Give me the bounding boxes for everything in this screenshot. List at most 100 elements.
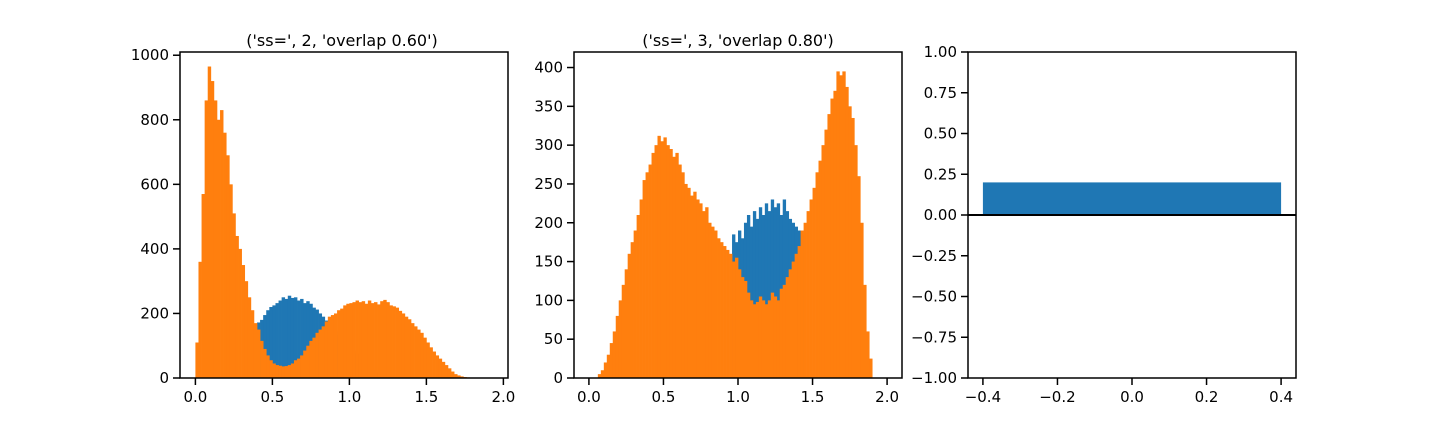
histogram-panel-ss3-orange-bin-1.46 <box>806 211 810 378</box>
histogram-panel-ss3-orange-bin-1.22 <box>770 292 775 378</box>
histogram-panel-ss3-blue-bin-1.20 <box>767 211 772 378</box>
histogram-panel-ss3-bars <box>597 71 873 379</box>
histogram-panel-ss2-orange-bin-0.72 <box>306 345 310 378</box>
histogram-panel-ss2-ticks: 0.0 0.5 1.0 1.5 2.0 0 200 400 600 800 1000 <box>131 46 515 406</box>
histogram-panel-ss3-orange-bin-0.18 <box>615 315 620 378</box>
histogram-panel-ss3-orange-bin-1.60 <box>827 114 831 378</box>
histogram-panel-ss3-ytick-label-2: 100 <box>534 291 563 309</box>
histogram-panel-ss2-orange-bin-0.76 <box>312 337 316 378</box>
histogram-panel-ss2-orange-bin-0.52 <box>275 365 279 378</box>
histogram-panel-ss3-orange-bin-0.98 <box>735 257 739 378</box>
histogram-panel-ss3-orange-bin-0.68 <box>690 195 694 378</box>
histogram-panel-ss3: ('ss=', 3, 'overlap 0.80') 0.0 0.5 1.0 1.5 2… <box>534 31 903 406</box>
histogram-panel-ss2-orange-bin-0.32 <box>244 281 249 378</box>
histogram-panel-ss2-blue-bin-0.56 <box>281 297 286 378</box>
bar-panel-ytick-label-2: −0.50 <box>911 288 957 306</box>
histogram-panel-ss2-orange-bin-0.62 <box>290 363 295 378</box>
histogram-panel-ss2-orange-bin-0.28 <box>238 248 242 378</box>
histogram-panel-ss2-orange-bin-1.20 <box>380 301 384 378</box>
histogram-panel-ss3-orange-bin-1.14 <box>758 296 763 378</box>
histogram-panel-ss3-orange-bin-1.42 <box>800 230 804 378</box>
histogram-panel-ss2-ytick-label-0: 0 <box>159 369 169 387</box>
histogram-panel-ss2-xtick-label-3: 1.5 <box>414 388 438 406</box>
histogram-panel-ss2-orange-bin-0.74 <box>309 340 313 378</box>
histogram-panel-ss3-orange-bin-1.58 <box>824 129 828 378</box>
histogram-panel-ss2-orange-bin-1.32 <box>398 310 403 378</box>
bar-panel-ytick-label-5: 0.25 <box>924 165 957 183</box>
bar-panel-xtick-label-1: −0.2 <box>1039 388 1075 406</box>
bar-panel-ytick-label-6: 0.50 <box>924 125 957 143</box>
histogram-panel-ss3-orange-bin-0.20 <box>618 300 623 378</box>
histogram-panel-ss2-blue-bin-0.44 <box>263 315 267 378</box>
histogram-panel-ss3-orange-bin-1.18 <box>764 304 769 378</box>
histogram-panel-ss2-orange-bin-0.02 <box>198 261 202 378</box>
histogram-panel-ss3-orange-bin-1.00 <box>738 269 742 378</box>
histogram-panel-ss3-orange-bin-1.52 <box>815 172 819 378</box>
histogram-panel-ss3-orange-bin-0.22 <box>621 284 626 378</box>
histogram-panel-ss2-orange-bin-1.18 <box>377 304 381 378</box>
histogram-panel-ss3-orange-bin-0.58 <box>675 152 679 378</box>
histogram-panel-ss2-orange-bin-1.08 <box>361 301 366 378</box>
histogram-panel-ss3-orange-bin-0.48 <box>660 141 664 378</box>
histogram-panel-ss3-xtick-label-1: 0.5 <box>652 388 676 406</box>
histogram-panel-ss2-orange-bin-0.82 <box>321 326 326 378</box>
bar-panel-ytick-label-1: −0.75 <box>911 328 957 346</box>
histogram-panel-ss3-blue-bin-1.26 <box>776 203 781 378</box>
histogram-panel-ss2-orange-bin-0.68 <box>300 355 304 378</box>
histogram-panel-ss3-orange-bin-1.24 <box>773 296 778 378</box>
histogram-panel-ss3-orange-bin-1.56 <box>821 145 825 378</box>
histogram-panel-ss2-orange-bin-0.48 <box>269 360 273 378</box>
histogram-panel-ss3-orange-bin-0.44 <box>654 145 658 378</box>
histogram-panel-ss3-orange-bin-0.24 <box>624 269 629 378</box>
histogram-panel-ss2-ytick-label-2: 400 <box>140 240 169 258</box>
histogram-panel-ss3-orange-bin-1.12 <box>755 301 760 378</box>
histogram-panel-ss3-orange-bin-0.16 <box>612 331 617 378</box>
histogram-panel-ss3-ytick-label-4: 200 <box>534 214 563 232</box>
histogram-panel-ss3-xtick-label-4: 2.0 <box>875 388 899 406</box>
histogram-panel-ss3-orange-bin-0.34 <box>639 199 643 378</box>
histogram-panel-ss3-orange-bin-0.94 <box>729 253 733 378</box>
histogram-panel-ss2-orange-bin-0.38 <box>253 323 258 378</box>
histogram-panel-ss2-orange-bin-0.54 <box>278 365 282 378</box>
histogram-panel-ss2-orange-bin-1.14 <box>370 303 375 378</box>
histogram-panel-ss3-orange-bin-1.88 <box>869 358 873 378</box>
histogram-panel-ss3-orange-bin-0.54 <box>669 149 673 378</box>
histogram-panel-ss3-orange-bin-1.78 <box>854 145 858 378</box>
histogram-panel-ss2-ytick-label-1: 200 <box>140 304 169 322</box>
histogram-panel-ss2-blue-bin-0.64 <box>293 297 298 378</box>
histogram-panel-ss2-orange-bin-0.18 <box>223 132 227 378</box>
histogram-panel-ss3-orange-bin-0.52 <box>666 145 670 378</box>
histogram-panel-ss3-orange-bin-0.42 <box>651 152 655 378</box>
histogram-panel-ss3-orange-bin-0.90 <box>723 246 727 378</box>
histogram-panel-ss2-orange-bin-0.16 <box>220 110 224 378</box>
histogram-panel-ss3-orange-bin-1.36 <box>791 261 795 378</box>
histogram-panel-ss2-orange-bin-0.04 <box>201 194 205 378</box>
histogram-panel-ss2-orange-bin-1.52 <box>429 347 433 378</box>
histogram-panel-ss2-orange-bin-0.30 <box>241 265 246 378</box>
histogram-panel-ss2-orange-bin-0.96 <box>343 305 347 378</box>
bar-panel-ytick-label-7: 0.75 <box>924 84 957 102</box>
histogram-panel-ss2-bars <box>195 66 480 379</box>
histogram-panel-ss3-orange-bin-1.70 <box>842 71 846 379</box>
histogram-panel-ss2-orange-bin-0.90 <box>333 313 338 378</box>
histogram-panel-ss2-blue-bin-0.68 <box>300 298 304 378</box>
histogram-panel-ss3-blue-bin-1.18 <box>764 203 769 378</box>
histogram-panel-ss3-blue-bin-1.10 <box>752 211 757 378</box>
histogram-panel-ss2-orange-bin-1.56 <box>435 355 440 378</box>
histogram-panel-ss3-orange-bin-0.36 <box>642 180 646 378</box>
histogram-panel-ss2-blue-bin-0.72 <box>306 301 310 378</box>
bar-panel-ytick-label-4: 0.00 <box>924 206 957 224</box>
histogram-panel-ss2-orange-bin-1.60 <box>441 361 446 378</box>
histogram-panel-ss3-orange-bin-0.76 <box>702 211 706 378</box>
histogram-panel-ss3-orange-bin-0.66 <box>687 187 691 378</box>
histogram-panel-ss2-blue-bin-0.50 <box>272 305 276 378</box>
bar-panel-ytick-label-8: 1.00 <box>924 43 957 61</box>
histogram-panel-ss2-orange-bin-1.62 <box>444 365 449 378</box>
histogram-panel-ss2-orange-bin-0.84 <box>324 321 329 378</box>
histogram-panel-ss2-ytick-label-4: 800 <box>140 111 169 129</box>
histogram-panel-ss2-orange-bin-1.46 <box>420 332 424 378</box>
histogram-panel-ss2-orange-bin-0.12 <box>213 100 218 379</box>
histogram-panel-ss3-orange-bin-1.76 <box>851 117 855 378</box>
histogram-panel-ss3-orange-bin-0.80 <box>708 222 712 378</box>
histogram-panel-ss2-orange-bin-0.10 <box>210 81 215 379</box>
